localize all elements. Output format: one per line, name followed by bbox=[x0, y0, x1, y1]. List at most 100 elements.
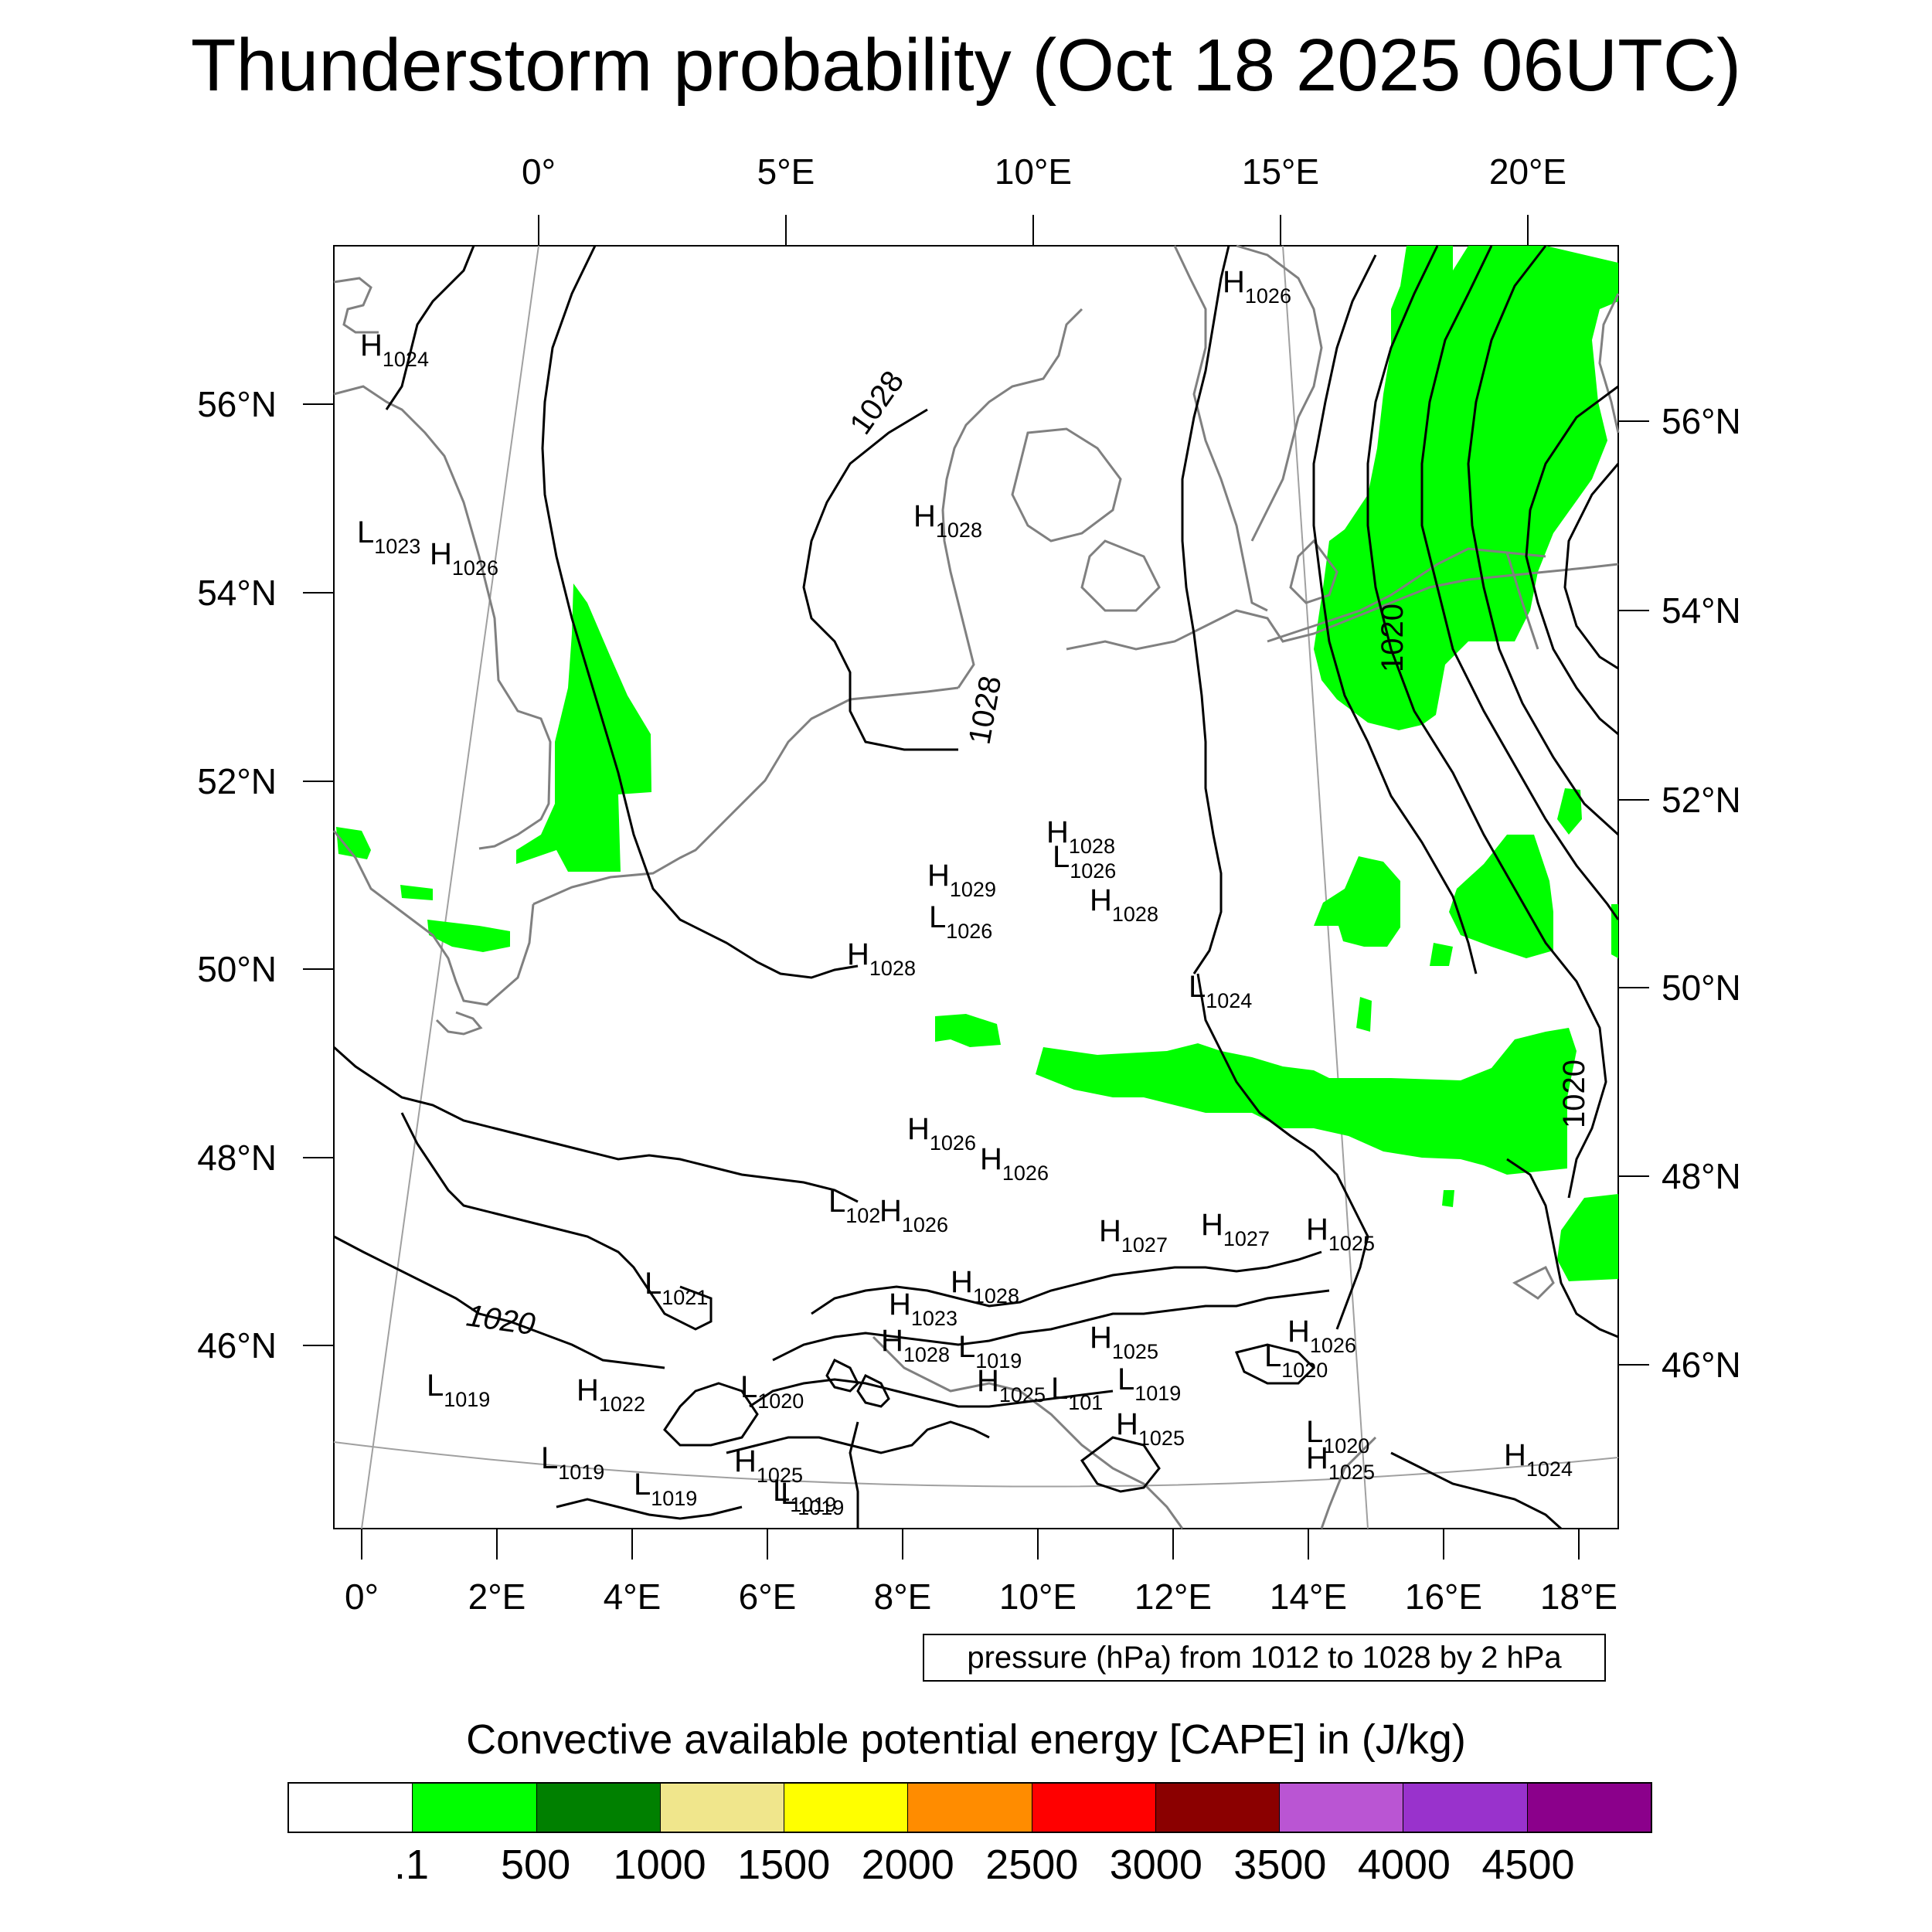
pressure-center-value: 1019 bbox=[798, 1496, 844, 1519]
cape-area bbox=[1557, 1194, 1618, 1281]
cape-area bbox=[1449, 835, 1553, 958]
colorbar-cell bbox=[784, 1784, 909, 1832]
cape-area bbox=[935, 1014, 1001, 1047]
isobars bbox=[333, 245, 1620, 1530]
pressure-center-value: 1019 bbox=[975, 1349, 1022, 1372]
lat-label: 54°N bbox=[1662, 590, 1741, 631]
pressure-center-type: L bbox=[1189, 970, 1206, 1004]
coastline bbox=[532, 686, 959, 906]
pressure-center-value: 1024 bbox=[383, 348, 429, 371]
colorbar-tick-label: 4500 bbox=[1481, 1842, 1575, 1888]
pressure-center-label: H1028 bbox=[1046, 815, 1115, 858]
tick-marks bbox=[303, 215, 1649, 1560]
pressure-center-label: H1025 bbox=[1116, 1407, 1185, 1450]
colorbar-tick-label: 500 bbox=[501, 1842, 571, 1888]
cape-area bbox=[336, 827, 371, 859]
pressure-center-type: L bbox=[740, 1370, 757, 1404]
coastline bbox=[332, 830, 535, 1006]
pressure-center-label: H1025 bbox=[977, 1364, 1046, 1406]
coastline bbox=[1512, 1265, 1555, 1300]
pressure-center-label: H1025 bbox=[1306, 1441, 1375, 1484]
isobar bbox=[1196, 973, 1369, 1237]
cape-area bbox=[1356, 997, 1372, 1032]
lat-label: 46°N bbox=[1662, 1345, 1741, 1385]
pressure-center-type: L bbox=[645, 1267, 662, 1301]
isobar bbox=[1420, 245, 1620, 920]
pressure-center-label: L1024 bbox=[1189, 970, 1252, 1012]
isobar bbox=[849, 1421, 859, 1529]
colorbar-cell bbox=[1403, 1784, 1528, 1832]
pressure-center-type: H bbox=[1090, 1321, 1112, 1355]
pressure-center-value: 102 bbox=[845, 1204, 880, 1227]
pressure-center-type: L bbox=[958, 1330, 975, 1364]
graticule bbox=[333, 245, 1619, 1529]
colorbar bbox=[287, 1782, 1652, 1833]
lon-label: 0° bbox=[522, 151, 556, 192]
pressure-center-value: 1025 bbox=[1112, 1340, 1158, 1363]
isobar bbox=[541, 245, 859, 979]
pressure-center-type: H bbox=[1223, 265, 1245, 299]
pressure-center-type: H bbox=[907, 1112, 930, 1146]
left-lat-labels: 56°N 54°N 52°N 50°N 48°N 46°N bbox=[197, 384, 277, 1366]
pressure-center-label: L1019 bbox=[634, 1468, 697, 1510]
pressure-center-value: 1028 bbox=[1112, 903, 1158, 926]
pressure-center-value: 1021 bbox=[662, 1286, 708, 1309]
pressure-center-label: H1026 bbox=[980, 1142, 1049, 1185]
lon-label: 15°E bbox=[1242, 151, 1319, 192]
pressure-center-label: L1021 bbox=[645, 1267, 708, 1309]
isobar bbox=[1467, 245, 1620, 836]
colorbar-cell bbox=[660, 1784, 785, 1832]
pressure-center-value: 1025 bbox=[1328, 1232, 1375, 1255]
colorbar-tick-label: 1000 bbox=[613, 1842, 706, 1888]
pressure-center-type: L bbox=[1306, 1415, 1323, 1449]
pressure-center-value: 1025 bbox=[757, 1464, 803, 1487]
pressure-center-value: 1024 bbox=[1526, 1458, 1573, 1481]
coastline bbox=[1080, 539, 1161, 612]
pressure-center-value: 1019 bbox=[651, 1487, 697, 1510]
pressure-center-value: 1028 bbox=[973, 1284, 1019, 1308]
pressure-center-label: L1026 bbox=[1053, 840, 1116, 883]
pressure-center-type: L bbox=[357, 515, 374, 549]
pressure-center-label: H1026 bbox=[1287, 1315, 1356, 1357]
pressure-center-label: L1026 bbox=[929, 900, 992, 943]
cape-areas bbox=[336, 246, 1618, 1281]
lon-label: 5°E bbox=[757, 151, 815, 192]
pressure-center-label: H1028 bbox=[951, 1265, 1019, 1308]
pressure-center-value: 1019 bbox=[790, 1493, 836, 1516]
lon-label: 18°E bbox=[1540, 1577, 1617, 1617]
pressure-center-type: H bbox=[889, 1287, 911, 1321]
isobar bbox=[1525, 385, 1619, 736]
lon-label: 6°E bbox=[739, 1577, 797, 1617]
pressure-center-label: H1026 bbox=[430, 537, 498, 580]
pressure-center-type: H bbox=[1287, 1315, 1310, 1349]
lat-label: 56°N bbox=[1662, 401, 1741, 441]
pressure-center-type: L bbox=[541, 1441, 558, 1475]
isobar-label: 1020 bbox=[1376, 604, 1410, 672]
colorbar-tick-label: 2500 bbox=[985, 1842, 1079, 1888]
right-lat-labels: 56°N 54°N 52°N 50°N 48°N 46°N bbox=[1662, 401, 1741, 1385]
pressure-center-label: L1023 bbox=[357, 515, 420, 558]
coastlines bbox=[332, 244, 1620, 1529]
pressure-center-value: 1026 bbox=[930, 1131, 976, 1155]
pressure-center-type: L bbox=[1051, 1372, 1068, 1406]
border bbox=[1267, 547, 1546, 643]
pressure-center-value: 1026 bbox=[1002, 1162, 1049, 1185]
pressure-center-label: H1025 bbox=[734, 1444, 803, 1487]
pressure-center-label: H1028 bbox=[913, 499, 982, 542]
coastline bbox=[1066, 563, 1619, 651]
colorbar-tick-label: 3000 bbox=[1109, 1842, 1202, 1888]
pressure-center-label: H1026 bbox=[1223, 265, 1291, 308]
lat-label: 46°N bbox=[197, 1325, 277, 1366]
lon-label: 10°E bbox=[995, 151, 1072, 192]
cape-area bbox=[1442, 1190, 1454, 1207]
pressure-center-value: 1019 bbox=[1134, 1382, 1181, 1405]
pressure-center-label: H1027 bbox=[1201, 1208, 1270, 1250]
pressure-center-value: 1025 bbox=[1328, 1461, 1375, 1484]
pressure-center-type: H bbox=[913, 499, 936, 533]
isobar bbox=[1080, 1436, 1161, 1493]
isobar bbox=[856, 1373, 890, 1408]
pressure-center-type: L bbox=[634, 1468, 651, 1502]
top-lon-labels: 0° 5°E 10°E 15°E 20°E bbox=[522, 151, 1566, 192]
pressure-note: pressure (hPa) from 1012 to 1028 by 2 hP… bbox=[923, 1634, 1606, 1682]
